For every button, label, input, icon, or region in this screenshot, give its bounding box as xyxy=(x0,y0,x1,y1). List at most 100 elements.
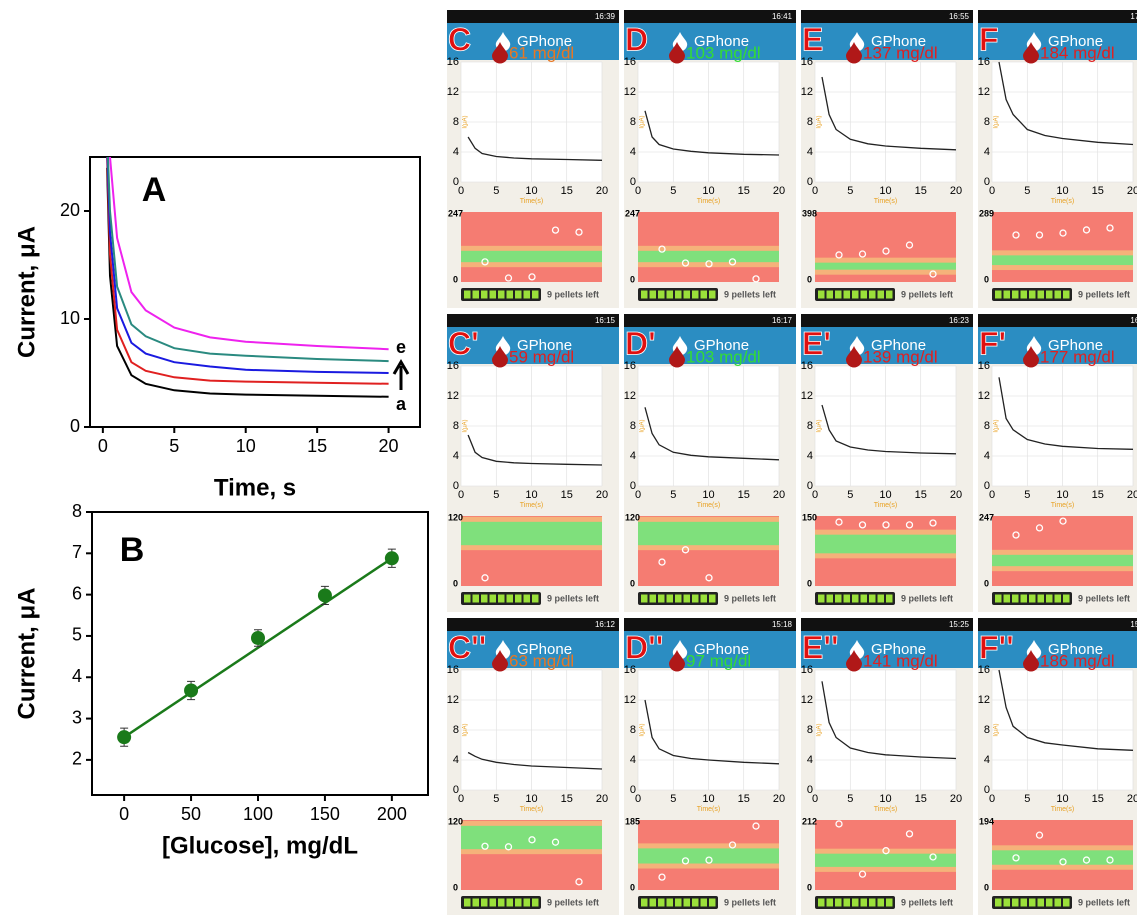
y-tick-label: 8 xyxy=(984,116,990,128)
x-axis-label: Time(s) xyxy=(697,806,720,813)
pellet xyxy=(675,291,682,299)
x-tick-label: 10 xyxy=(1056,793,1068,805)
pellet xyxy=(861,291,868,299)
pellet xyxy=(532,595,539,603)
y-axis-label: Current, μA xyxy=(13,226,40,358)
pellet xyxy=(818,291,825,299)
x-axis-label: Time(s) xyxy=(520,502,543,509)
pellet xyxy=(684,899,691,907)
pellets-left: 9 pellets left xyxy=(724,593,776,603)
x-tick-label: 5 xyxy=(493,489,499,501)
y-tick-label: 4 xyxy=(630,754,636,766)
pellet xyxy=(818,899,825,907)
y-tick-label: 20 xyxy=(60,200,80,220)
pellet xyxy=(835,899,842,907)
status-time: 16:23 xyxy=(949,316,970,325)
y-tick-label: 0 xyxy=(453,784,459,796)
x-tick-label: 15 xyxy=(561,185,573,197)
x-tick-label: 10 xyxy=(702,793,714,805)
data-point xyxy=(251,631,265,645)
pellet xyxy=(481,595,488,603)
pellet xyxy=(1063,899,1070,907)
annotation: e xyxy=(396,337,406,357)
y-tick-label: 8 xyxy=(453,420,459,432)
y-axis-label: I(μA) xyxy=(640,723,646,736)
glucose-reading: 184 mg/dl xyxy=(1040,43,1115,62)
y-tick-label: 12 xyxy=(801,86,813,98)
status-time: 16:3 xyxy=(1130,316,1137,325)
pellet xyxy=(641,291,648,299)
y-tick-label: 4 xyxy=(807,450,813,462)
y-tick-label: 16 xyxy=(801,56,813,68)
pellet xyxy=(844,291,851,299)
x-tick-label: 150 xyxy=(310,804,340,824)
y-tick-label: 12 xyxy=(624,390,636,402)
pellet xyxy=(667,595,674,603)
pellet xyxy=(515,595,522,603)
x-tick-label: 0 xyxy=(98,436,108,456)
x-tick-label: 15 xyxy=(1092,185,1104,197)
pellet xyxy=(1055,291,1062,299)
fit-line xyxy=(124,558,392,737)
pellet xyxy=(827,899,834,907)
y-tick-label: 16 xyxy=(447,56,459,68)
history-max: 194 xyxy=(979,816,994,826)
pellet xyxy=(818,595,825,603)
pellet xyxy=(869,595,876,603)
pellet xyxy=(869,291,876,299)
pellet xyxy=(675,899,682,907)
pellets-left: 9 pellets left xyxy=(547,593,599,603)
panel-label: C' xyxy=(448,325,479,361)
y-tick-label: 0 xyxy=(807,480,813,492)
pellet xyxy=(1046,595,1053,603)
pellet xyxy=(524,595,531,603)
x-tick-label: 20 xyxy=(773,489,785,501)
pellet xyxy=(684,291,691,299)
panel-label: F'' xyxy=(979,629,1014,665)
target-band xyxy=(992,255,1133,265)
y-tick-label: 8 xyxy=(453,116,459,128)
panel-label: D'' xyxy=(625,629,663,665)
pellet xyxy=(692,899,699,907)
panel-label: B xyxy=(120,531,145,569)
x-tick-label: 50 xyxy=(181,804,201,824)
x-axis-label: Time(s) xyxy=(520,806,543,813)
y-tick-label: 12 xyxy=(978,86,990,98)
pellet xyxy=(507,595,514,603)
glucose-reading: 103 mg/dl xyxy=(686,347,761,366)
pellet xyxy=(886,899,893,907)
status-time: 17:1 xyxy=(1130,12,1137,21)
status-bar xyxy=(447,10,619,23)
pellet xyxy=(1063,595,1070,603)
pellet xyxy=(658,899,665,907)
y-axis-label: I(μA) xyxy=(640,115,646,128)
glucose-reading: 141 mg/dl xyxy=(863,651,938,670)
y-tick-label: 0 xyxy=(984,176,990,188)
target-band xyxy=(638,848,779,863)
x-tick-label: 100 xyxy=(243,804,273,824)
pellet xyxy=(481,899,488,907)
pellet xyxy=(1038,595,1045,603)
y-axis-label: I(μA) xyxy=(640,419,646,432)
history-min: 0 xyxy=(984,882,989,892)
y-tick-label: 0 xyxy=(984,480,990,492)
status-time: 16:55 xyxy=(949,12,970,21)
x-tick-label: 5 xyxy=(169,436,179,456)
pellet xyxy=(490,899,497,907)
history-min: 0 xyxy=(630,274,635,284)
y-axis-label: I(μA) xyxy=(817,115,823,128)
history-max: 212 xyxy=(802,816,817,826)
history-min: 0 xyxy=(453,578,458,588)
x-axis-label: Time(s) xyxy=(1051,502,1074,509)
y-tick-label: 12 xyxy=(447,694,459,706)
status-time: 16:17 xyxy=(772,316,793,325)
x-tick-label: 5 xyxy=(493,185,499,197)
pellet xyxy=(852,291,859,299)
x-tick-label: 10 xyxy=(525,185,537,197)
y-tick-label: 0 xyxy=(453,176,459,188)
history-min: 0 xyxy=(807,274,812,284)
y-tick-label: 8 xyxy=(72,501,82,521)
x-tick-label: 15 xyxy=(1092,489,1104,501)
y-tick-label: 8 xyxy=(807,116,813,128)
y-tick-label: 4 xyxy=(453,754,459,766)
